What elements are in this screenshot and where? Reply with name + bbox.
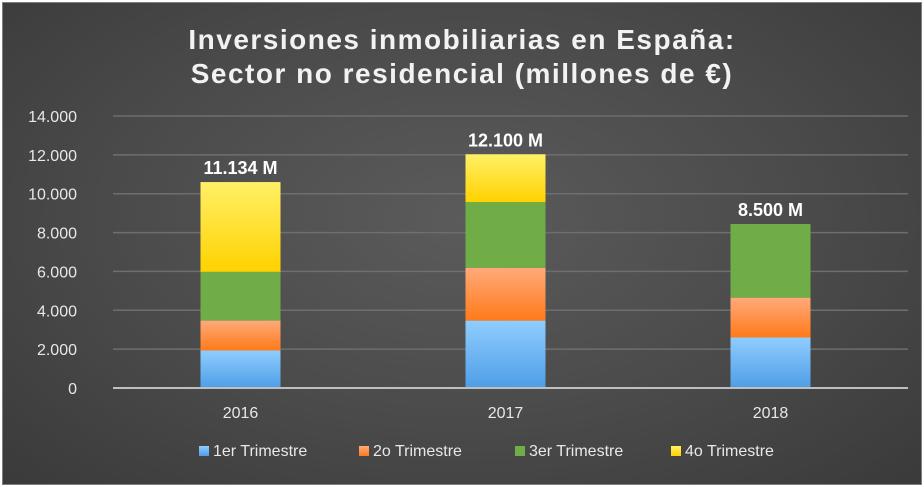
y-tick-label: 0 [68,381,77,398]
legend-swatch [515,446,525,456]
legend-item: 3er Trimestre [515,443,623,460]
y-tick-label: 6.000 [37,264,77,281]
bar-segment-3er-trimestre-2018 [730,224,811,298]
y-tick-label: 4.000 [37,303,77,320]
chart-svg: 0 2.000 4.000 6.000 8.000 10.000 12.000 14.000 1… [28,109,908,460]
legend-swatch [359,446,369,456]
y-tick-label: 12.000 [28,148,77,165]
legend-item: 1er Trimestre [199,443,307,460]
y-tick-label: 2.000 [37,342,77,359]
bar-segment-4o-trimestre-2017 [465,154,546,203]
chart-title-line-2: Sector no residencial (millones de €) [190,58,734,89]
y-tick-label: 10.000 [28,187,77,204]
chart-title: Inversiones inmobiliarias en España: Sec… [3,23,921,91]
x-tick-label: 2017 [488,405,524,422]
legend-label: 3er Trimestre [529,443,623,460]
bar-segment-1er-trimestre-2016 [200,350,281,388]
y-tick-label: 14.000 [28,109,77,126]
chart-title-line-1: Inversiones inmobiliarias en España: [188,24,736,55]
bar-segment-4o-trimestre-2016 [200,182,281,272]
total-label: 11.134 M [203,158,277,178]
legend-swatch [199,446,209,456]
y-tick-label: 8.000 [37,226,77,243]
legend-label: 4o Trimestre [685,443,774,460]
x-tick-label: 2016 [223,405,259,422]
legend-item: 2o Trimestre [359,443,462,460]
legend-label: 1er Trimestre [213,443,307,460]
bar-segment-3er-trimestre-2017 [465,202,546,268]
x-tick-label: 2018 [753,405,789,422]
bar-segment-1er-trimestre-2018 [730,337,811,388]
bar-segment-1er-trimestre-2017 [465,320,546,388]
legend-item: 4o Trimestre [671,443,774,460]
legend-label: 2o Trimestre [373,443,462,460]
bar-segment-2o-trimestre-2017 [465,267,546,321]
bar-segment-2o-trimestre-2018 [730,297,811,338]
bar-segment-2o-trimestre-2016 [200,320,281,351]
legend-swatch [671,446,681,456]
bar-segment-3er-trimestre-2016 [200,271,281,321]
total-label: 12.100 M [468,130,543,150]
total-label: 8.500 M [738,200,803,220]
